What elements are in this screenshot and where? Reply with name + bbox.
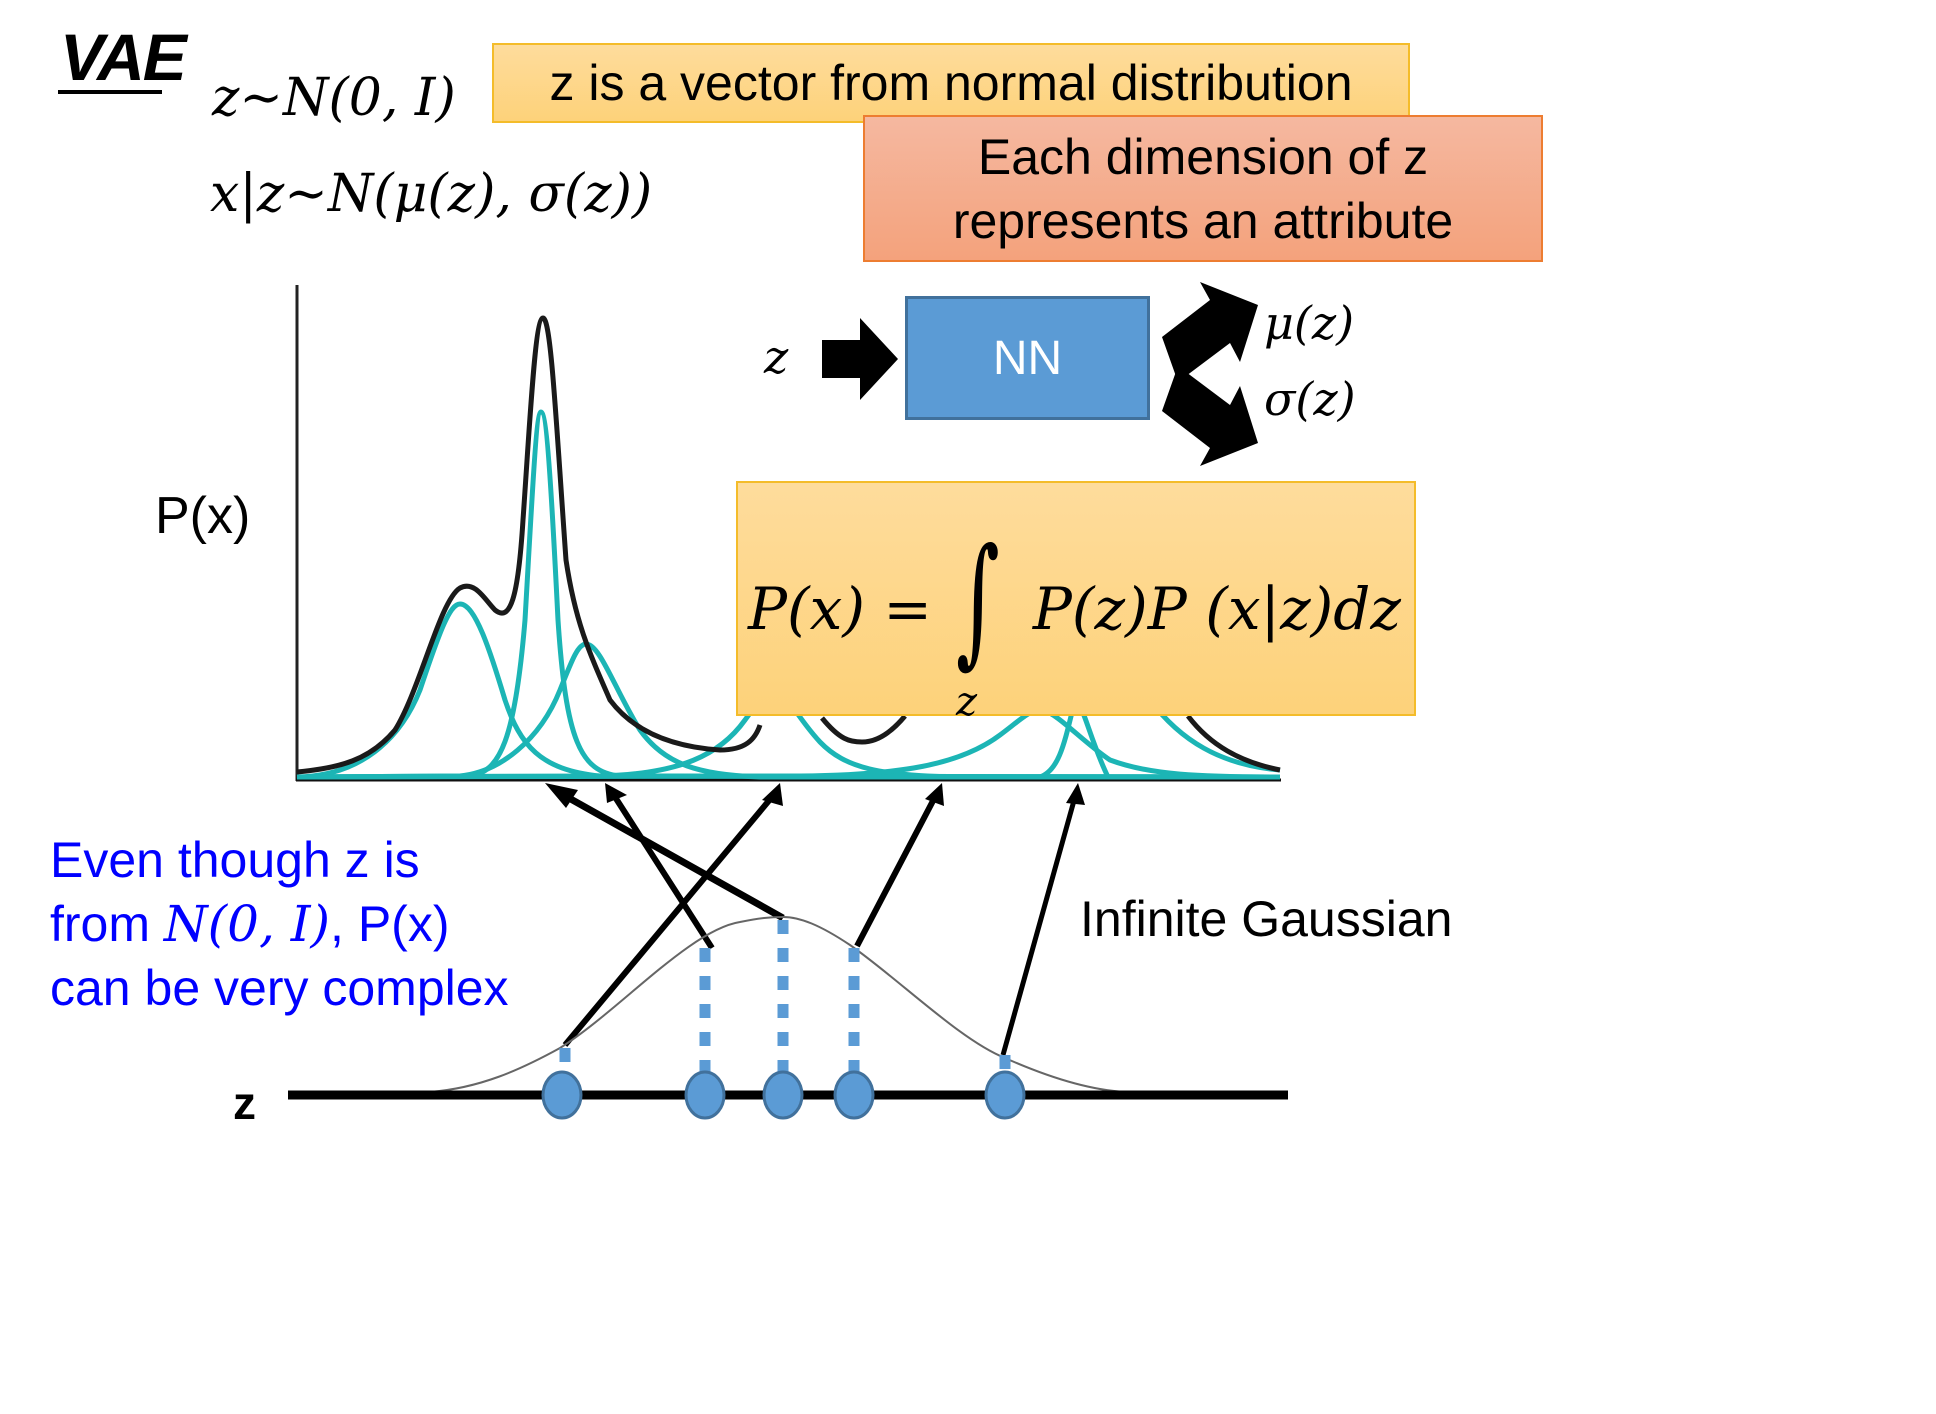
- nn-input-arrow-icon: [822, 318, 898, 400]
- nn-output-mu: μ(z): [1264, 296, 1355, 350]
- note-line2: from N(0, I), P(x): [50, 892, 509, 956]
- prior-equation: z∼N(0, I): [212, 68, 456, 128]
- title-underline: [58, 90, 162, 94]
- formula-lhs: P(x) =: [748, 575, 933, 643]
- nn-sigma-arrow-icon: [1162, 366, 1258, 466]
- note-line3: can be very complex: [50, 960, 509, 1016]
- formula-expression: P(x) = P(z)P (x|z)dz: [748, 575, 1401, 643]
- note-line2-prefix: from: [50, 896, 164, 952]
- integral-subscript: z: [956, 679, 978, 725]
- callout-dimension-line2: represents an attribute: [952, 192, 1454, 249]
- callout-dimension-line1: Each dimension of z: [977, 128, 1429, 185]
- note-line2-suffix: , P(x): [330, 896, 450, 952]
- infinite-gaussian-label: Infinite Gaussian: [1080, 891, 1453, 947]
- arrowheads: [545, 783, 1085, 808]
- neural-network-box: NN: [905, 296, 1150, 420]
- likelihood-equation: x|z∼N(μ(z), σ(z)): [210, 164, 653, 224]
- slide-title: VAE: [60, 20, 187, 94]
- nn-output-sigma: σ(z): [1264, 372, 1356, 426]
- complexity-note: Even though z is from N(0, I), P(x) can …: [50, 828, 509, 1020]
- note-line1: Even though z is: [50, 832, 420, 888]
- z-axis-label: z: [233, 1077, 256, 1129]
- sample-dashed-lines: [559, 920, 1011, 1080]
- marginal-likelihood-formula-box: P(x) = P(z)P (x|z)dz ∫ z: [736, 481, 1416, 725]
- mapping-arrows: [558, 789, 1078, 1056]
- formula-rhs: P(z)P (x|z)dz: [1032, 575, 1401, 643]
- z-sample-dots: [541, 1070, 1026, 1120]
- nn-box-label: NN: [992, 331, 1063, 385]
- chart-y-label: P(x): [155, 487, 251, 545]
- mixture-curve: [296, 315, 763, 775]
- nn-mu-arrow-icon: [1162, 282, 1258, 382]
- nn-input-label: z: [764, 330, 789, 384]
- note-line2-math: N(0, I): [163, 895, 331, 953]
- callout-vector-normal: z is a vector from normal distribution: [492, 43, 1410, 123]
- integral-symbol: ∫: [956, 519, 1000, 682]
- callout-dimension-attribute: Each dimension of z represents an attrib…: [863, 115, 1543, 262]
- callout-vector-text: z is a vector from normal distribution: [549, 55, 1353, 111]
